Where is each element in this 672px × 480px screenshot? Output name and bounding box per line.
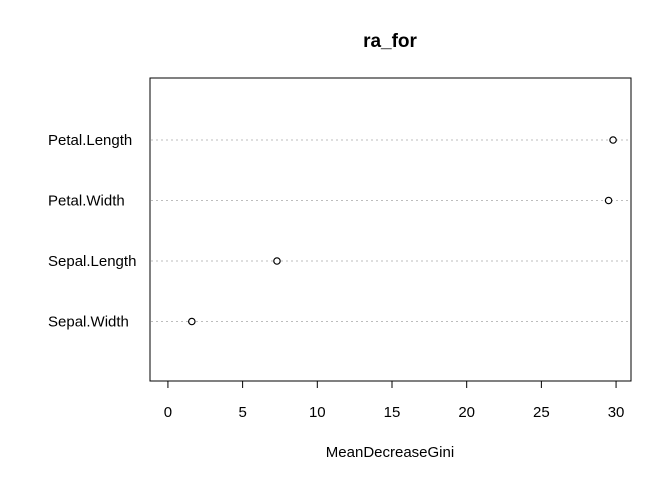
x-tick-label: 10 <box>309 404 326 421</box>
category-label: Sepal.Width <box>48 314 129 331</box>
plot-frame <box>149 77 632 382</box>
category-label: Sepal.Length <box>48 253 136 270</box>
data-point <box>604 196 613 205</box>
chart-title: ra_for <box>363 31 417 52</box>
x-axis-ticks <box>167 381 617 388</box>
category-labels: Petal.Length Petal.Width Sepal.Length Sepal… <box>48 132 136 331</box>
x-tick-label: 15 <box>384 404 401 421</box>
data-point <box>273 257 281 265</box>
x-tick-label: 20 <box>458 404 475 421</box>
x-tick-label: 25 <box>533 404 550 421</box>
data-point <box>188 317 196 326</box>
guide-lines <box>151 139 630 322</box>
data-point <box>609 136 617 144</box>
category-label: Petal.Width <box>48 193 125 210</box>
x-tick-label: 5 <box>238 404 246 421</box>
x-axis-label: MeanDecreaseGini <box>326 444 454 461</box>
data-points <box>188 136 617 326</box>
x-axis-tick-labels: 0 5 10 15 20 25 30 <box>164 404 625 421</box>
category-label: Petal.Length <box>48 132 132 149</box>
x-tick-label: 0 <box>164 404 172 421</box>
x-tick-label: 30 <box>608 404 625 421</box>
